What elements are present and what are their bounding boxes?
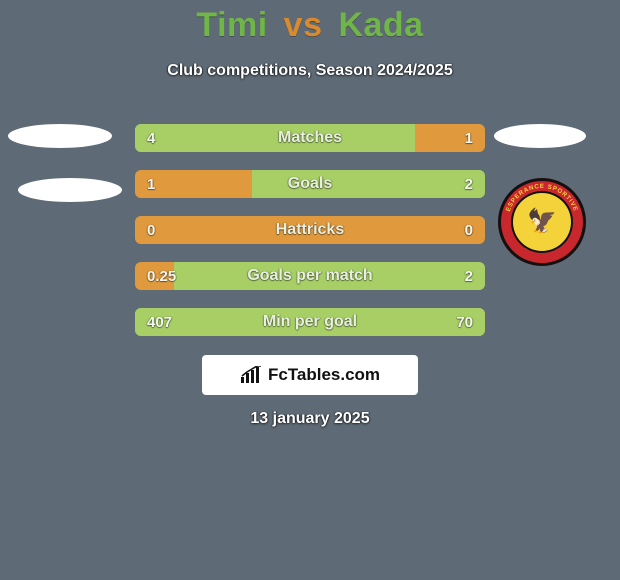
- stat-value-right: 2: [465, 262, 473, 290]
- decoration-ellipse: [18, 178, 122, 202]
- comparison-canvas: Timi vs Kada Club competitions, Season 2…: [0, 0, 620, 580]
- brand-box: FcTables.com: [202, 355, 418, 395]
- stat-value-left: 0: [147, 216, 155, 244]
- stat-label: Matches: [135, 124, 485, 152]
- player1-name: Timi: [196, 6, 267, 44]
- stat-row: Goals per match0.25 2: [135, 262, 485, 290]
- crest-inner: 🦅: [513, 193, 571, 251]
- stat-value-left: 1: [147, 170, 155, 198]
- player2-name: Kada: [338, 6, 423, 44]
- stat-value-right: 70: [456, 308, 473, 336]
- stat-value-right: 1: [465, 124, 473, 152]
- crest-glyph-icon: 🦅: [527, 210, 557, 234]
- date-text: 13 january 2025: [0, 410, 620, 428]
- stat-row: Goals1 2: [135, 170, 485, 198]
- stat-label: Goals: [135, 170, 485, 198]
- stat-value-right: 2: [465, 170, 473, 198]
- subtitle: Club competitions, Season 2024/2025: [0, 62, 620, 80]
- stat-label: Goals per match: [135, 262, 485, 290]
- decoration-ellipse: [8, 124, 112, 148]
- stat-row: Hattricks0 0: [135, 216, 485, 244]
- vs-word: vs: [284, 6, 323, 44]
- stat-value-left: 407: [147, 308, 172, 336]
- stat-label: Hattricks: [135, 216, 485, 244]
- team-crest: ESPERANCE SPORTIVE DE TUNIS 🦅: [498, 178, 586, 266]
- brand-text: FcTables.com: [268, 365, 380, 385]
- bars-icon: [240, 366, 262, 384]
- stat-label: Min per goal: [135, 308, 485, 336]
- stat-value-right: 0: [465, 216, 473, 244]
- stat-row: Matches4 1: [135, 124, 485, 152]
- stat-row: Min per goal407 70: [135, 308, 485, 336]
- stat-value-left: 4: [147, 124, 155, 152]
- stat-value-left: 0.25: [147, 262, 176, 290]
- decoration-ellipse: [494, 124, 586, 148]
- page-title: Timi vs Kada: [0, 6, 620, 45]
